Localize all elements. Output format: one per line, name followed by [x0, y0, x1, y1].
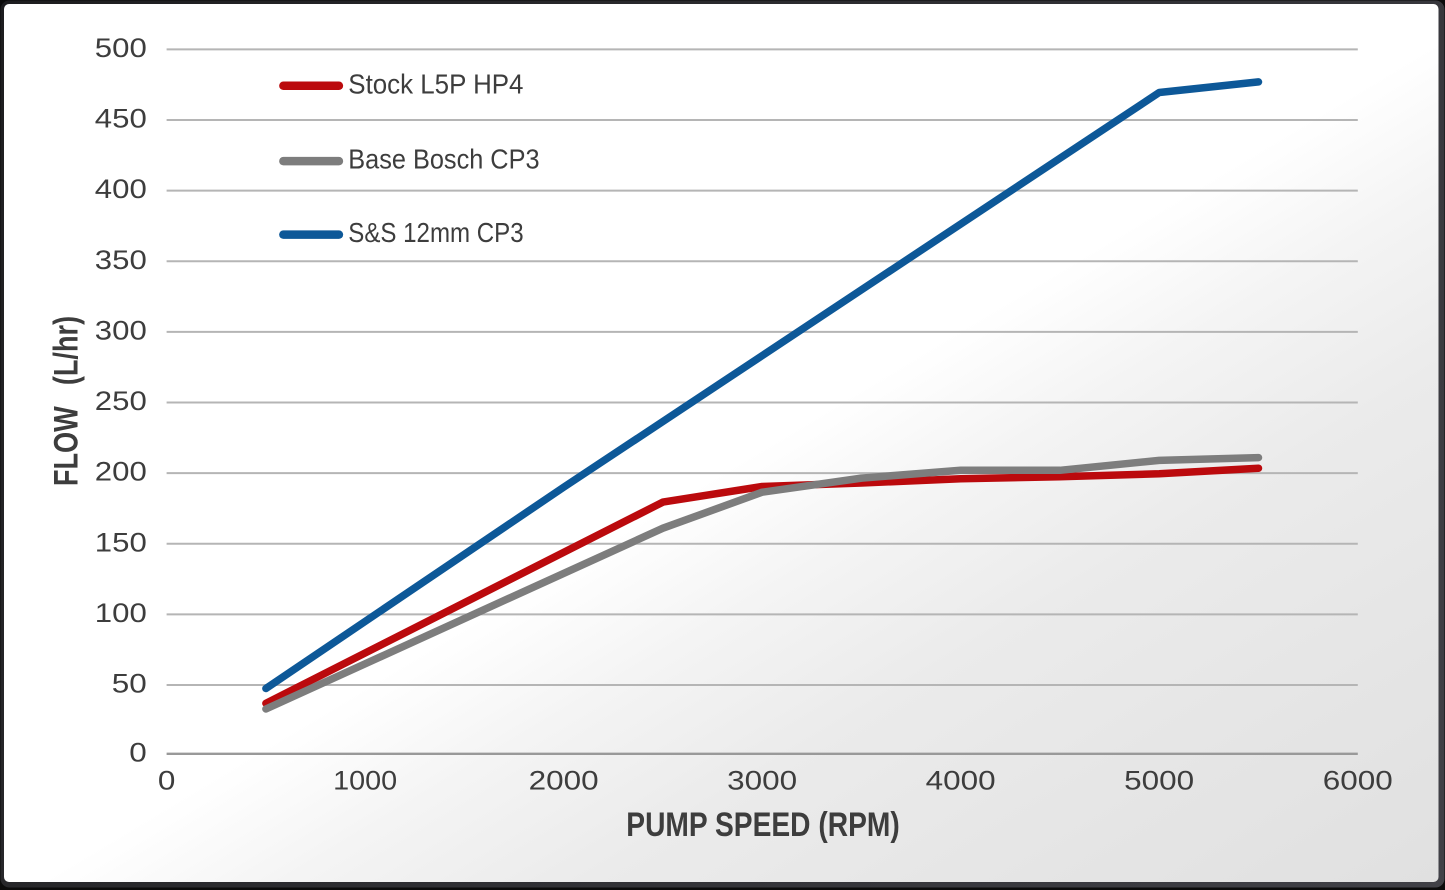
- svg-text:S&S 12mm CP3: S&S 12mm CP3: [348, 216, 523, 248]
- svg-text:50: 50: [112, 669, 147, 699]
- svg-text:500: 500: [95, 33, 147, 63]
- svg-text:Stock L5P HP4: Stock L5P HP4: [348, 68, 523, 99]
- svg-text:100: 100: [95, 598, 147, 628]
- svg-text:3000: 3000: [727, 765, 797, 795]
- svg-text:1000: 1000: [333, 765, 397, 795]
- svg-text:4000: 4000: [926, 765, 996, 795]
- svg-text:300: 300: [95, 316, 147, 346]
- svg-text:200: 200: [95, 457, 147, 487]
- svg-text:2000: 2000: [529, 765, 599, 795]
- svg-text:400: 400: [95, 174, 147, 204]
- svg-text:FLOW (L/hr): FLOW (L/hr): [47, 316, 86, 486]
- svg-text:0: 0: [129, 737, 147, 767]
- svg-text:6000: 6000: [1323, 765, 1393, 795]
- svg-text:250: 250: [95, 386, 147, 416]
- svg-text:0: 0: [158, 765, 176, 795]
- svg-text:5000: 5000: [1124, 765, 1194, 795]
- svg-text:PUMP SPEED (RPM): PUMP SPEED (RPM): [626, 806, 899, 844]
- svg-text:Base Bosch CP3: Base Bosch CP3: [348, 143, 539, 174]
- svg-text:450: 450: [95, 104, 147, 134]
- svg-text:150: 150: [95, 527, 147, 557]
- svg-text:350: 350: [95, 245, 147, 275]
